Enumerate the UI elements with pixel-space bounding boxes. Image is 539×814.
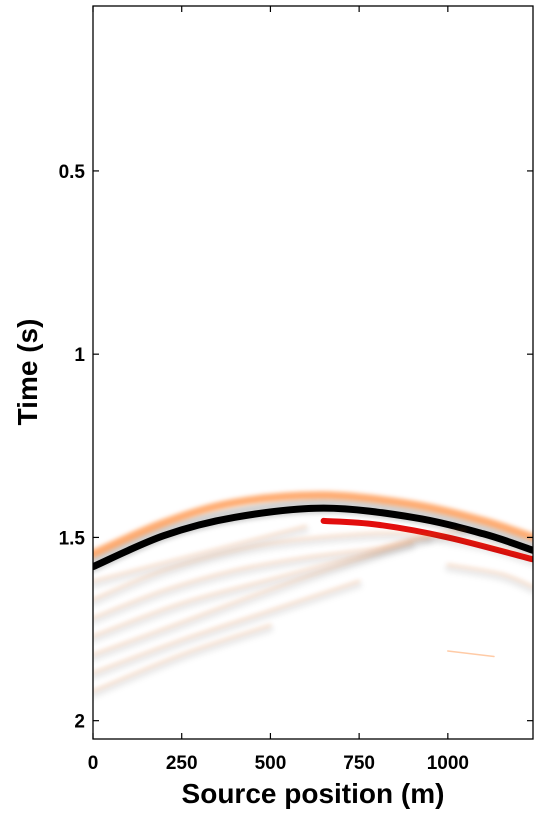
y-tick-label: 2 xyxy=(74,712,85,733)
x-tick-label: 1000 xyxy=(427,753,469,774)
event-trough xyxy=(93,491,533,558)
y-axis-label: Time (s) xyxy=(12,319,43,426)
y-tick-label: 0.5 xyxy=(59,162,86,183)
event-weak-7 xyxy=(93,541,416,662)
x-tick-label: 0 xyxy=(88,753,99,774)
x-axis-ticks: 0 250 500 750 1000 xyxy=(88,6,469,774)
event-trough xyxy=(93,623,272,693)
event-trough xyxy=(446,563,533,588)
event-trough xyxy=(93,531,533,601)
event-peak xyxy=(93,543,416,662)
x-tick-label: 750 xyxy=(343,753,375,774)
x-axis-label: Source position (m) xyxy=(182,778,445,809)
event-weak-9 xyxy=(93,623,274,698)
x-tick-label: 500 xyxy=(255,753,287,774)
reflection-events xyxy=(93,491,533,698)
event-weak-3 xyxy=(93,524,309,589)
event-trough xyxy=(93,524,308,583)
y-tick-label: 1.5 xyxy=(59,528,86,549)
y-tick-label: 1 xyxy=(74,345,85,366)
event-weak-10 xyxy=(444,563,533,594)
event-trough xyxy=(93,541,414,656)
event-peak xyxy=(93,533,533,607)
event-trough xyxy=(447,650,495,658)
plot-background xyxy=(93,6,533,739)
event-weak-4 xyxy=(93,531,533,607)
y-axis-ticks: 0.5 1 1.5 2 xyxy=(59,162,533,733)
x-tick-label: 250 xyxy=(166,753,198,774)
event-peak xyxy=(93,504,533,571)
event-peak xyxy=(93,626,274,698)
event-trough xyxy=(93,528,467,638)
event-weak-short-11 xyxy=(447,650,495,658)
event-main-0 xyxy=(93,498,533,573)
event-peak xyxy=(93,582,363,680)
event-main-precursor-1 xyxy=(93,491,533,558)
event-trough xyxy=(93,535,432,619)
plot-frame xyxy=(92,5,534,740)
event-trough xyxy=(93,579,361,674)
event-peak xyxy=(93,527,309,589)
event-weak-8 xyxy=(93,579,363,680)
event-peak xyxy=(444,565,533,594)
